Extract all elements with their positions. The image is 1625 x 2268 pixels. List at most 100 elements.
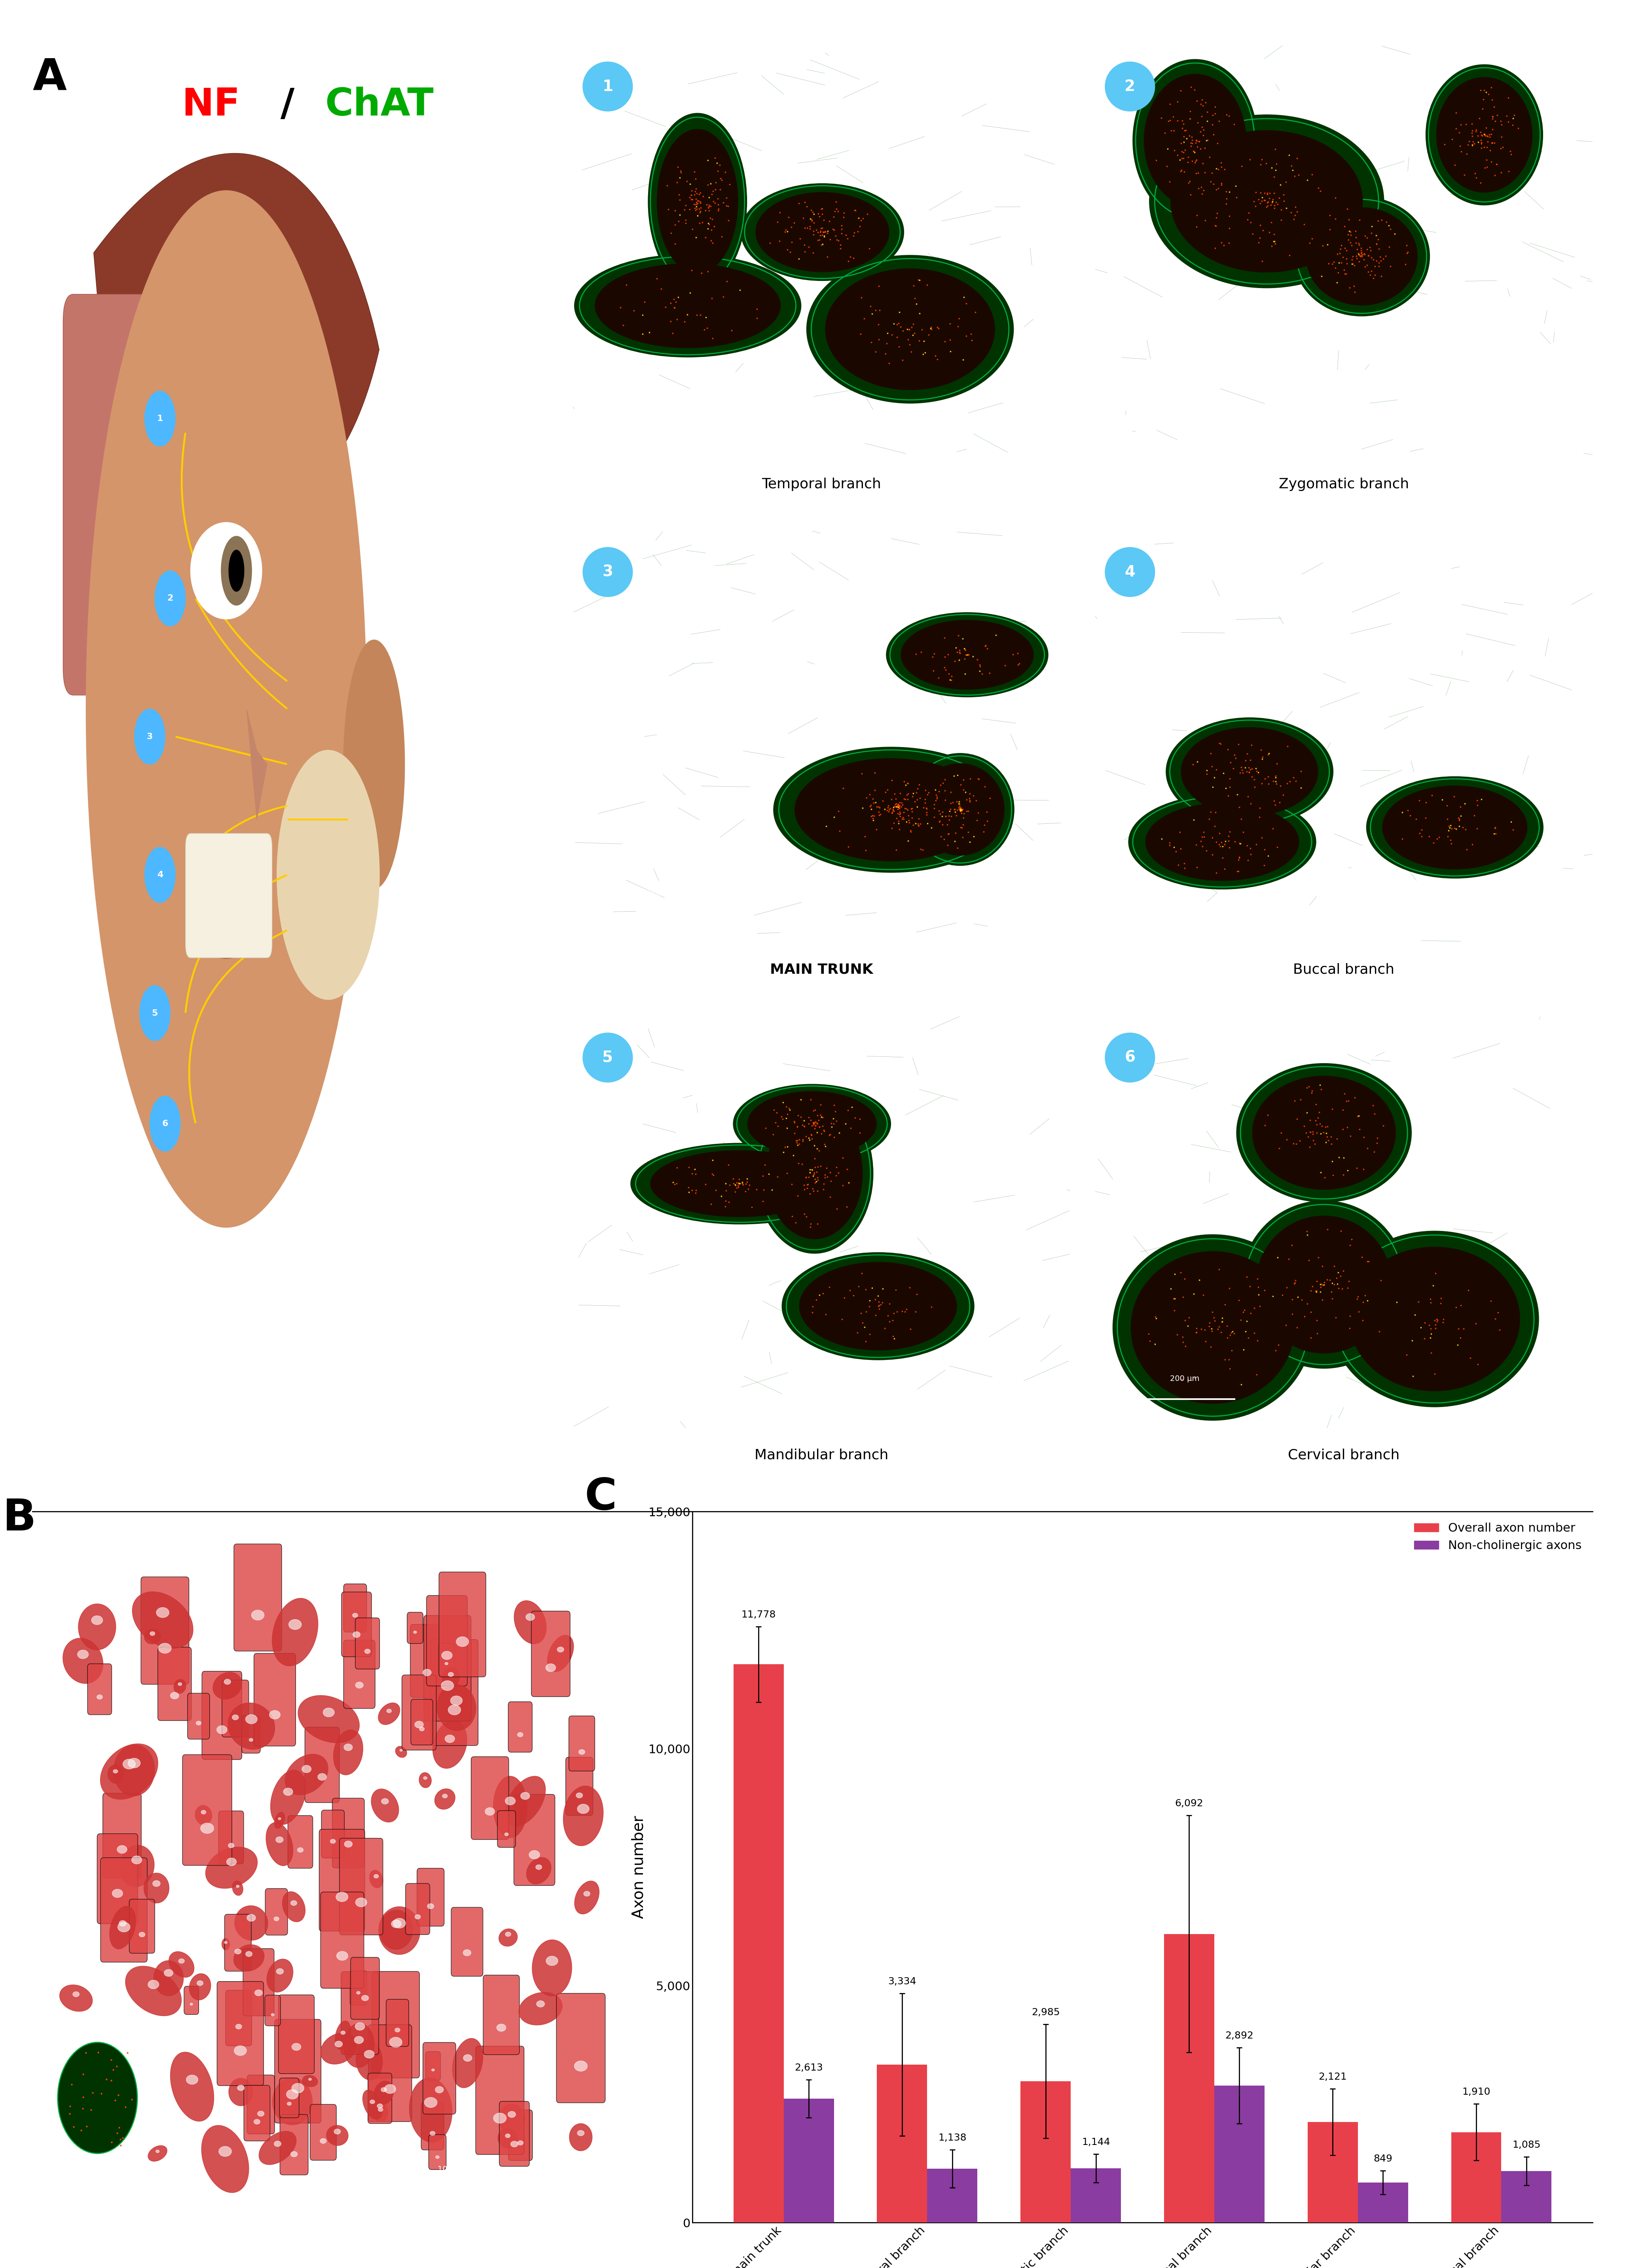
Point xyxy=(887,776,913,812)
Point xyxy=(1263,787,1289,823)
Point xyxy=(1165,84,1191,120)
Point xyxy=(1176,93,1202,129)
Point xyxy=(1269,1277,1295,1313)
Bar xyxy=(1071,2168,1121,2223)
Ellipse shape xyxy=(258,2132,296,2164)
Point xyxy=(938,785,964,821)
Ellipse shape xyxy=(289,1619,302,1628)
Ellipse shape xyxy=(575,1880,600,1914)
Point xyxy=(1378,247,1404,284)
Point xyxy=(899,308,925,345)
Point xyxy=(101,2053,127,2089)
Ellipse shape xyxy=(327,2125,348,2146)
Point xyxy=(1253,181,1279,218)
Ellipse shape xyxy=(257,2112,265,2116)
Point xyxy=(102,2082,128,2118)
Point xyxy=(926,794,952,830)
Point xyxy=(923,338,949,374)
Point xyxy=(1479,82,1505,118)
Point xyxy=(811,1166,837,1202)
Point xyxy=(1162,1281,1188,1318)
Point xyxy=(801,1093,827,1129)
Point xyxy=(1237,753,1263,789)
Ellipse shape xyxy=(1253,1075,1396,1188)
Point xyxy=(804,213,830,249)
Point xyxy=(764,1159,790,1195)
Point xyxy=(928,796,954,832)
Ellipse shape xyxy=(648,113,748,290)
Ellipse shape xyxy=(341,2030,344,2034)
Point xyxy=(892,789,918,826)
Point xyxy=(1160,1281,1186,1318)
Point xyxy=(696,204,722,240)
FancyBboxPatch shape xyxy=(531,1610,570,1696)
Point xyxy=(1204,150,1230,186)
Point xyxy=(696,206,722,243)
FancyBboxPatch shape xyxy=(351,1957,380,2019)
Ellipse shape xyxy=(140,1932,145,1937)
Point xyxy=(889,1293,915,1329)
Point xyxy=(1282,1266,1308,1302)
Point xyxy=(1479,100,1505,136)
Ellipse shape xyxy=(432,1721,466,1769)
Point xyxy=(886,306,912,342)
Point xyxy=(991,649,1017,685)
Point xyxy=(951,801,977,837)
Point xyxy=(1254,188,1280,225)
Point xyxy=(1459,107,1485,143)
Point xyxy=(848,755,874,792)
Point xyxy=(808,191,834,227)
FancyBboxPatch shape xyxy=(102,1794,141,1878)
Point xyxy=(1362,247,1388,284)
Point xyxy=(1251,832,1277,869)
Point xyxy=(1346,243,1372,279)
FancyBboxPatch shape xyxy=(452,1907,483,1975)
Point xyxy=(895,780,921,816)
Point xyxy=(1464,810,1490,846)
Point xyxy=(1185,122,1211,159)
Point xyxy=(1436,807,1462,844)
Ellipse shape xyxy=(1349,1247,1519,1390)
Point xyxy=(708,218,734,254)
Ellipse shape xyxy=(353,1631,361,1637)
Point xyxy=(671,304,697,340)
Point xyxy=(1360,261,1386,297)
Point xyxy=(1254,184,1280,220)
Point xyxy=(1474,150,1500,186)
Point xyxy=(790,200,816,236)
Point xyxy=(783,1125,809,1161)
Point xyxy=(1393,247,1419,284)
Point xyxy=(1308,172,1334,209)
Point xyxy=(1271,184,1297,220)
Point xyxy=(1164,832,1190,869)
Point xyxy=(913,792,939,828)
Point xyxy=(798,1116,824,1152)
Point xyxy=(868,796,894,832)
Point xyxy=(679,1173,705,1209)
Point xyxy=(804,1098,830,1134)
Point xyxy=(1313,1116,1339,1152)
Point xyxy=(700,172,726,209)
Point xyxy=(760,1116,786,1152)
Point xyxy=(1297,1068,1323,1105)
Point xyxy=(827,231,853,268)
Text: 200 μm: 200 μm xyxy=(1170,404,1199,411)
Text: 6: 6 xyxy=(1124,1050,1136,1066)
Point xyxy=(824,222,850,259)
Point xyxy=(801,213,827,249)
Ellipse shape xyxy=(320,2032,358,2064)
Point xyxy=(1251,1107,1277,1143)
Point xyxy=(965,760,991,796)
Point xyxy=(1363,243,1389,279)
Point xyxy=(847,1114,873,1150)
Point xyxy=(852,819,878,855)
Ellipse shape xyxy=(419,1726,424,1730)
Point xyxy=(1328,227,1354,263)
Point xyxy=(1305,1100,1331,1136)
Point xyxy=(798,193,824,229)
Ellipse shape xyxy=(419,1774,431,1787)
Point xyxy=(944,830,970,866)
Point xyxy=(700,184,726,220)
Point xyxy=(1350,1284,1376,1320)
Point xyxy=(1220,751,1246,787)
